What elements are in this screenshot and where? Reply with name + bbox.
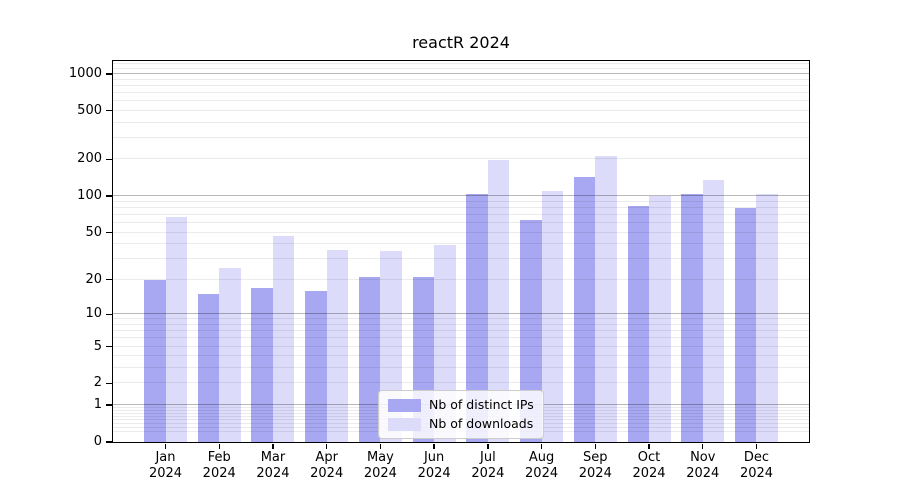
x-tick-mark-jan	[164, 443, 167, 449]
bar-downloads-sep	[595, 155, 617, 442]
legend-item-downloads: Nb of downloads	[388, 416, 534, 432]
x-tick-mark-nov	[702, 443, 704, 449]
gridline-minor-700	[113, 91, 809, 93]
gridline-minor-600	[113, 100, 809, 102]
gridline-minor-1100	[113, 67, 809, 69]
y-tick-mark-1000	[105, 73, 112, 75]
x-tick-mark-apr	[325, 443, 328, 449]
legend-label-distinct-ips: Nb of distinct IPs	[429, 397, 534, 412]
bar-downloads-feb	[219, 268, 241, 442]
gridline-minor-200	[113, 158, 809, 160]
bar-downloads-dec	[756, 193, 778, 442]
gridline-minor-900	[113, 78, 809, 80]
gridline-minor-1200	[113, 63, 809, 65]
legend-label-downloads: Nb of downloads	[429, 416, 534, 431]
x-tick-mark-dec	[755, 443, 758, 449]
bar-ips-mar	[251, 288, 273, 442]
x-tick-label-oct: Oct 2024	[632, 450, 666, 481]
y-tick-mark-50	[105, 231, 112, 234]
x-tick-mark-mar	[272, 443, 274, 449]
gridline-minor-300	[113, 136, 809, 138]
legend: Nb of distinct IPs Nb of downloads	[378, 390, 544, 439]
x-tick-label-jul: Jul 2024	[471, 450, 505, 481]
x-tick-label-nov: Nov 2024	[686, 450, 720, 481]
bar-ips-oct	[627, 205, 650, 442]
bar-downloads-nov	[702, 180, 725, 442]
x-tick-mark-aug	[540, 443, 543, 449]
x-tick-mark-sep	[594, 443, 596, 449]
y-tick-label-200: 200	[77, 151, 102, 167]
y-tick-mark-500	[105, 110, 112, 112]
y-tick-mark-2	[105, 382, 112, 385]
x-tick-mark-may	[379, 443, 382, 449]
x-tick-label-feb: Feb 2024	[202, 450, 236, 481]
y-tick-mark-10	[105, 313, 112, 315]
bar-downloads-oct	[649, 196, 671, 442]
bar-downloads-mar	[272, 235, 295, 442]
bar-downloads-aug	[541, 191, 564, 442]
y-tick-mark-20	[105, 279, 112, 281]
x-tick-label-jun: Jun 2024	[417, 450, 451, 481]
y-tick-label-500: 500	[77, 102, 102, 118]
x-tick-label-jan: Jan 2024	[148, 450, 183, 481]
gridline-major-1000	[113, 72, 809, 74]
legend-swatch-distinct-ips	[388, 398, 421, 412]
y-tick-label-2: 2	[93, 375, 102, 391]
x-tick-label-sep: Sep 2024	[578, 450, 612, 481]
y-tick-label-0: 0	[93, 434, 102, 449]
y-tick-label-20: 20	[85, 271, 102, 287]
y-tick-mark-0	[105, 441, 112, 443]
bar-ips-jan	[144, 279, 166, 442]
y-tick-label-1000: 1000	[68, 65, 102, 81]
bar-downloads-jul	[487, 160, 510, 442]
bar-downloads-jan	[165, 217, 187, 442]
gridline-minor-500	[113, 109, 809, 111]
y-tick-label-1: 1	[93, 397, 102, 413]
plot-area: Nb of distinct IPs Nb of downloads	[112, 60, 810, 443]
x-tick-mark-feb	[218, 443, 220, 449]
bar-ips-dec	[734, 207, 757, 442]
chart-title: reactR 2024	[412, 33, 510, 52]
x-tick-mark-oct	[648, 443, 650, 449]
y-tick-mark-200	[105, 158, 112, 161]
bar-ips-apr	[305, 291, 327, 442]
y-tick-label-10: 10	[85, 306, 102, 322]
bar-downloads-apr	[326, 249, 349, 442]
bar-ips-sep	[573, 176, 596, 442]
bar-ips-aug	[520, 220, 542, 442]
bar-ips-feb	[197, 294, 220, 442]
legend-swatch-downloads	[388, 417, 421, 431]
gridline-minor-400	[113, 121, 809, 123]
y-tick-mark-100	[105, 195, 112, 197]
x-tick-mark-jul	[487, 443, 489, 449]
bar-ips-jul	[466, 193, 488, 442]
legend-item-distinct-ips: Nb of distinct IPs	[388, 397, 534, 413]
x-tick-label-apr: Apr 2024	[310, 450, 344, 481]
x-tick-label-may: May 2024	[363, 450, 397, 481]
x-tick-label-mar: Mar 2024	[256, 450, 290, 481]
x-tick-label-dec: Dec 2024	[739, 450, 774, 481]
x-tick-mark-jun	[433, 443, 435, 449]
y-tick-mark-5	[105, 345, 112, 348]
gridline-minor-800	[113, 84, 809, 86]
x-tick-label-aug: Aug 2024	[525, 450, 559, 481]
y-tick-label-5: 5	[93, 338, 102, 354]
bar-ips-may	[358, 277, 381, 442]
y-tick-label-50: 50	[85, 224, 102, 240]
y-tick-label-100: 100	[77, 188, 102, 204]
y-tick-mark-1	[105, 404, 112, 406]
bar-ips-nov	[681, 193, 703, 442]
